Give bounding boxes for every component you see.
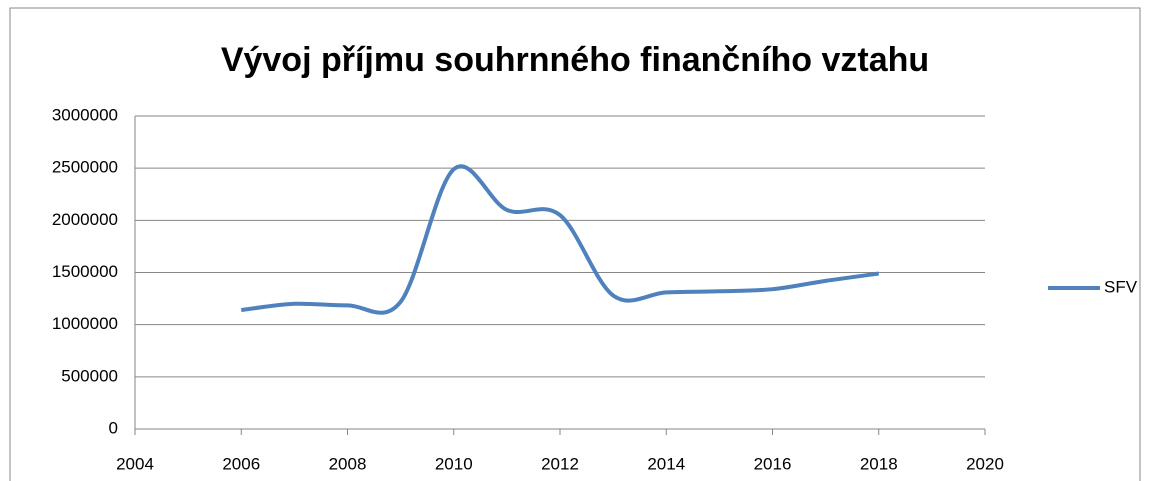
x-tick-label: 2014: [647, 454, 685, 473]
y-tick-label: 500000: [61, 366, 118, 385]
x-tick-label: 2010: [435, 454, 473, 473]
y-tick-label: 1500000: [52, 262, 118, 281]
y-tick-label: 0: [109, 418, 118, 437]
x-tick-label: 2012: [541, 454, 579, 473]
series-line: [241, 164, 880, 315]
y-tick-label: 2000000: [52, 210, 118, 229]
x-tick-label: 2020: [966, 454, 1004, 473]
y-tick-label: 2500000: [52, 158, 118, 177]
x-tick-label: 2006: [222, 454, 260, 473]
chart-title: Vývoj příjmu souhrnného finančního vztah…: [221, 41, 929, 79]
x-tick-label: 2004: [116, 454, 154, 473]
chart-frame: [9, 7, 1141, 481]
y-tick-label: 3000000: [52, 105, 118, 124]
legend-label: SFV: [1104, 277, 1138, 296]
x-tick-label: 2016: [754, 454, 792, 473]
y-tick-label: 1000000: [52, 314, 118, 333]
x-tick-label: 2008: [329, 454, 367, 473]
x-tick-label: 2018: [860, 454, 898, 473]
